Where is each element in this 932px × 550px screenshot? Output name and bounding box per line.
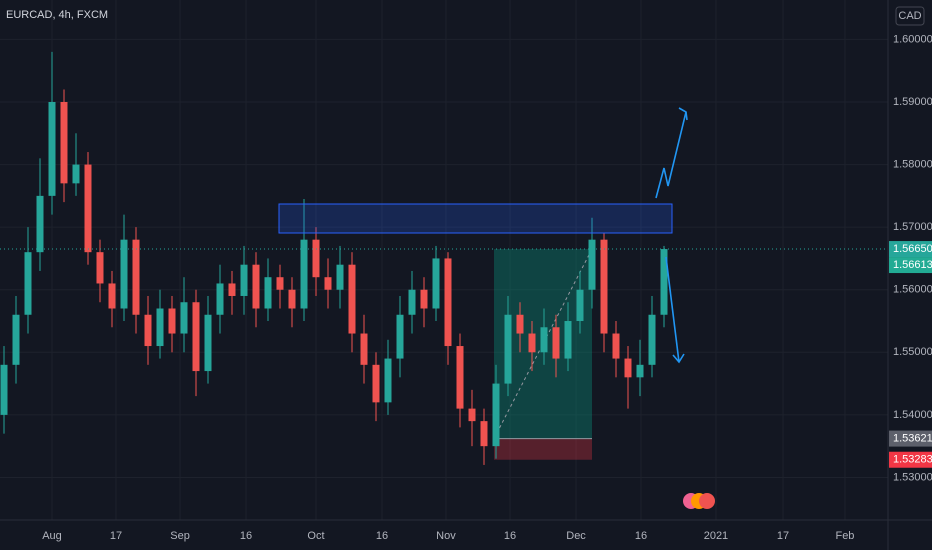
candle-body (648, 314, 656, 365)
candle-body (324, 277, 332, 290)
candle-body (108, 283, 116, 309)
candle-body (528, 333, 536, 353)
loss-zone (494, 438, 592, 460)
candle-body (360, 333, 368, 365)
candles (0, 51, 668, 465)
candle-body (540, 327, 548, 353)
candle-body (420, 289, 428, 309)
candle-body (336, 264, 344, 290)
price-label-box (889, 451, 932, 468)
candle-body (36, 195, 44, 253)
candle-body (216, 283, 224, 315)
y-tick-label: 1.55000 (893, 346, 932, 358)
candle-body (252, 264, 260, 309)
candle-body (492, 383, 500, 447)
candle-body (12, 314, 20, 365)
y-tick-label: 1.53000 (893, 471, 932, 483)
candle-body (552, 327, 560, 359)
price-label-box (889, 257, 932, 274)
candle-body (564, 321, 572, 359)
up-arrow (655, 111, 687, 199)
x-tick-label: 2021 (704, 530, 728, 542)
candle-body (396, 314, 404, 359)
up-arrow-head (678, 107, 688, 121)
candle-body (516, 314, 524, 334)
x-tick-label: 16 (504, 530, 516, 542)
y-tick-label: 1.59000 (893, 96, 932, 108)
candle-body (120, 239, 128, 309)
x-tick-label: Oct (307, 530, 324, 542)
candle-body (288, 289, 296, 309)
candle-body (300, 239, 308, 309)
y-tick-label: 1.58000 (893, 158, 932, 170)
candle-body (48, 101, 56, 196)
candle-body (588, 239, 596, 290)
candle-body (432, 258, 440, 309)
candle-body (84, 164, 92, 253)
price-label-box (889, 430, 932, 447)
candle-body (468, 408, 476, 422)
candle-body (384, 358, 392, 403)
down-arrow-head (672, 353, 685, 364)
candle-body (612, 333, 620, 359)
candle-body (96, 252, 104, 284)
candle-body (276, 277, 284, 290)
y-tick-label: 1.54000 (893, 409, 932, 421)
y-tick-label: 1.56000 (893, 284, 932, 296)
candle-body (0, 364, 8, 415)
candle-body (348, 264, 356, 334)
price-label: 1.53283 (893, 454, 932, 466)
candle-body (408, 289, 416, 315)
candle-body (600, 239, 608, 334)
candle-body (444, 258, 452, 347)
candle-body (72, 164, 80, 184)
candle-body (660, 249, 668, 315)
candle-body (156, 308, 164, 347)
candle-body (192, 302, 200, 372)
candle-body (228, 283, 236, 296)
x-tick-label: Nov (436, 530, 456, 542)
y-tick-label: 1.60000 (893, 33, 932, 45)
x-tick-label: Feb (835, 530, 854, 542)
resistance-zone (278, 203, 673, 234)
price-label: 1.53621 (893, 432, 932, 444)
candle-body (264, 277, 272, 309)
candle-body (144, 314, 152, 347)
candle-body (168, 308, 176, 334)
candle-body (204, 314, 212, 372)
price-label-box (889, 241, 932, 258)
x-tick-label: 17 (777, 530, 789, 542)
y-tick-label: 1.57000 (893, 221, 932, 233)
x-tick-label: 17 (110, 530, 122, 542)
price-label: 1.56650 (893, 243, 932, 255)
candle-body (60, 101, 68, 184)
candle-body (624, 358, 632, 378)
price-label: 1.56613 (893, 259, 932, 271)
x-tick-label: Dec (566, 530, 586, 542)
currency[interactable]: CAD (898, 10, 921, 22)
candle-body (312, 239, 320, 278)
x-tick-label: 16 (635, 530, 647, 542)
chart-title: EURCAD, 4h, FXCM (6, 9, 108, 21)
candle-body (456, 346, 464, 409)
candle-body (24, 252, 32, 315)
currency-button[interactable] (895, 6, 925, 26)
candle-body (576, 289, 584, 322)
candle-body (372, 364, 380, 403)
candle-body (240, 264, 248, 296)
x-tick-label: Aug (42, 530, 62, 542)
candle-body (180, 302, 188, 334)
events-icon (683, 493, 715, 509)
x-tick-label: 16 (240, 530, 252, 542)
candle-body (504, 314, 512, 384)
x-tick-label: 16 (376, 530, 388, 542)
x-tick-label: Sep (170, 530, 190, 542)
candle-body (480, 421, 488, 447)
candle-body (636, 364, 644, 378)
down-arrow (665, 256, 680, 363)
axes: 1.53000 1.54000 1.55000 1.56000 1.57000 1.580… (0, 33, 932, 542)
candle-body (132, 239, 140, 315)
